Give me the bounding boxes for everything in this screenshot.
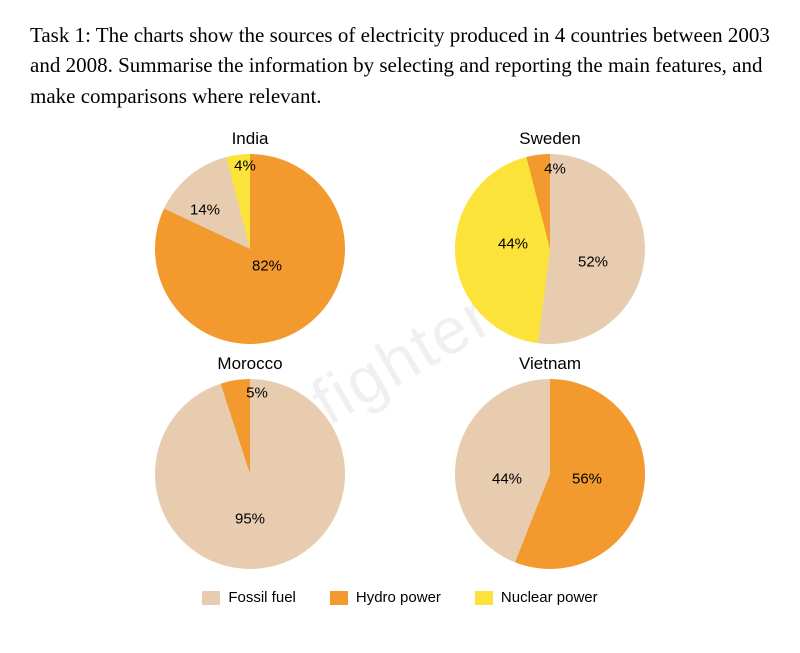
slice-label: 44% <box>492 471 522 488</box>
chart-title: Sweden <box>519 129 580 149</box>
chart-title: Morocco <box>217 354 282 374</box>
chart-morocco: Morocco 95% 5% <box>120 354 380 569</box>
task-description: Task 1: The charts show the sources of e… <box>30 20 770 111</box>
legend-swatch <box>330 591 348 605</box>
charts-grid: India 82% 14% 4% Sweden 52% 44% 4% Moroc… <box>120 129 680 569</box>
chart-sweden: Sweden 52% 44% 4% <box>420 129 680 344</box>
legend-item-hydro: Hydro power <box>330 589 441 606</box>
pie-container: 95% 5% <box>155 379 345 569</box>
legend-swatch <box>202 591 220 605</box>
pie-container: 56% 44% <box>455 379 645 569</box>
slice-label: 52% <box>578 254 608 271</box>
legend-label: Fossil fuel <box>228 589 296 606</box>
legend-item-fossil: Fossil fuel <box>202 589 296 606</box>
slice-label: 82% <box>252 258 282 275</box>
slice-label: 95% <box>235 511 265 528</box>
legend: Fossil fuel Hydro power Nuclear power <box>30 589 770 606</box>
slice-label: 56% <box>572 471 602 488</box>
slice-label: 44% <box>498 236 528 253</box>
legend-label: Nuclear power <box>501 589 598 606</box>
chart-india: India 82% 14% 4% <box>120 129 380 344</box>
chart-vietnam: Vietnam 56% 44% <box>420 354 680 569</box>
pie-container: 82% 14% 4% <box>155 154 345 344</box>
slice-label: 4% <box>234 158 256 175</box>
slice-label: 4% <box>544 161 566 178</box>
pie-chart <box>455 154 645 344</box>
pie-container: 52% 44% 4% <box>455 154 645 344</box>
legend-label: Hydro power <box>356 589 441 606</box>
pie-chart <box>155 379 345 569</box>
slice-label: 14% <box>190 202 220 219</box>
legend-item-nuclear: Nuclear power <box>475 589 598 606</box>
chart-title: India <box>232 129 269 149</box>
pie-chart <box>455 379 645 569</box>
chart-title: Vietnam <box>519 354 581 374</box>
legend-swatch <box>475 591 493 605</box>
slice-label: 5% <box>246 385 268 402</box>
pie-chart <box>155 154 345 344</box>
